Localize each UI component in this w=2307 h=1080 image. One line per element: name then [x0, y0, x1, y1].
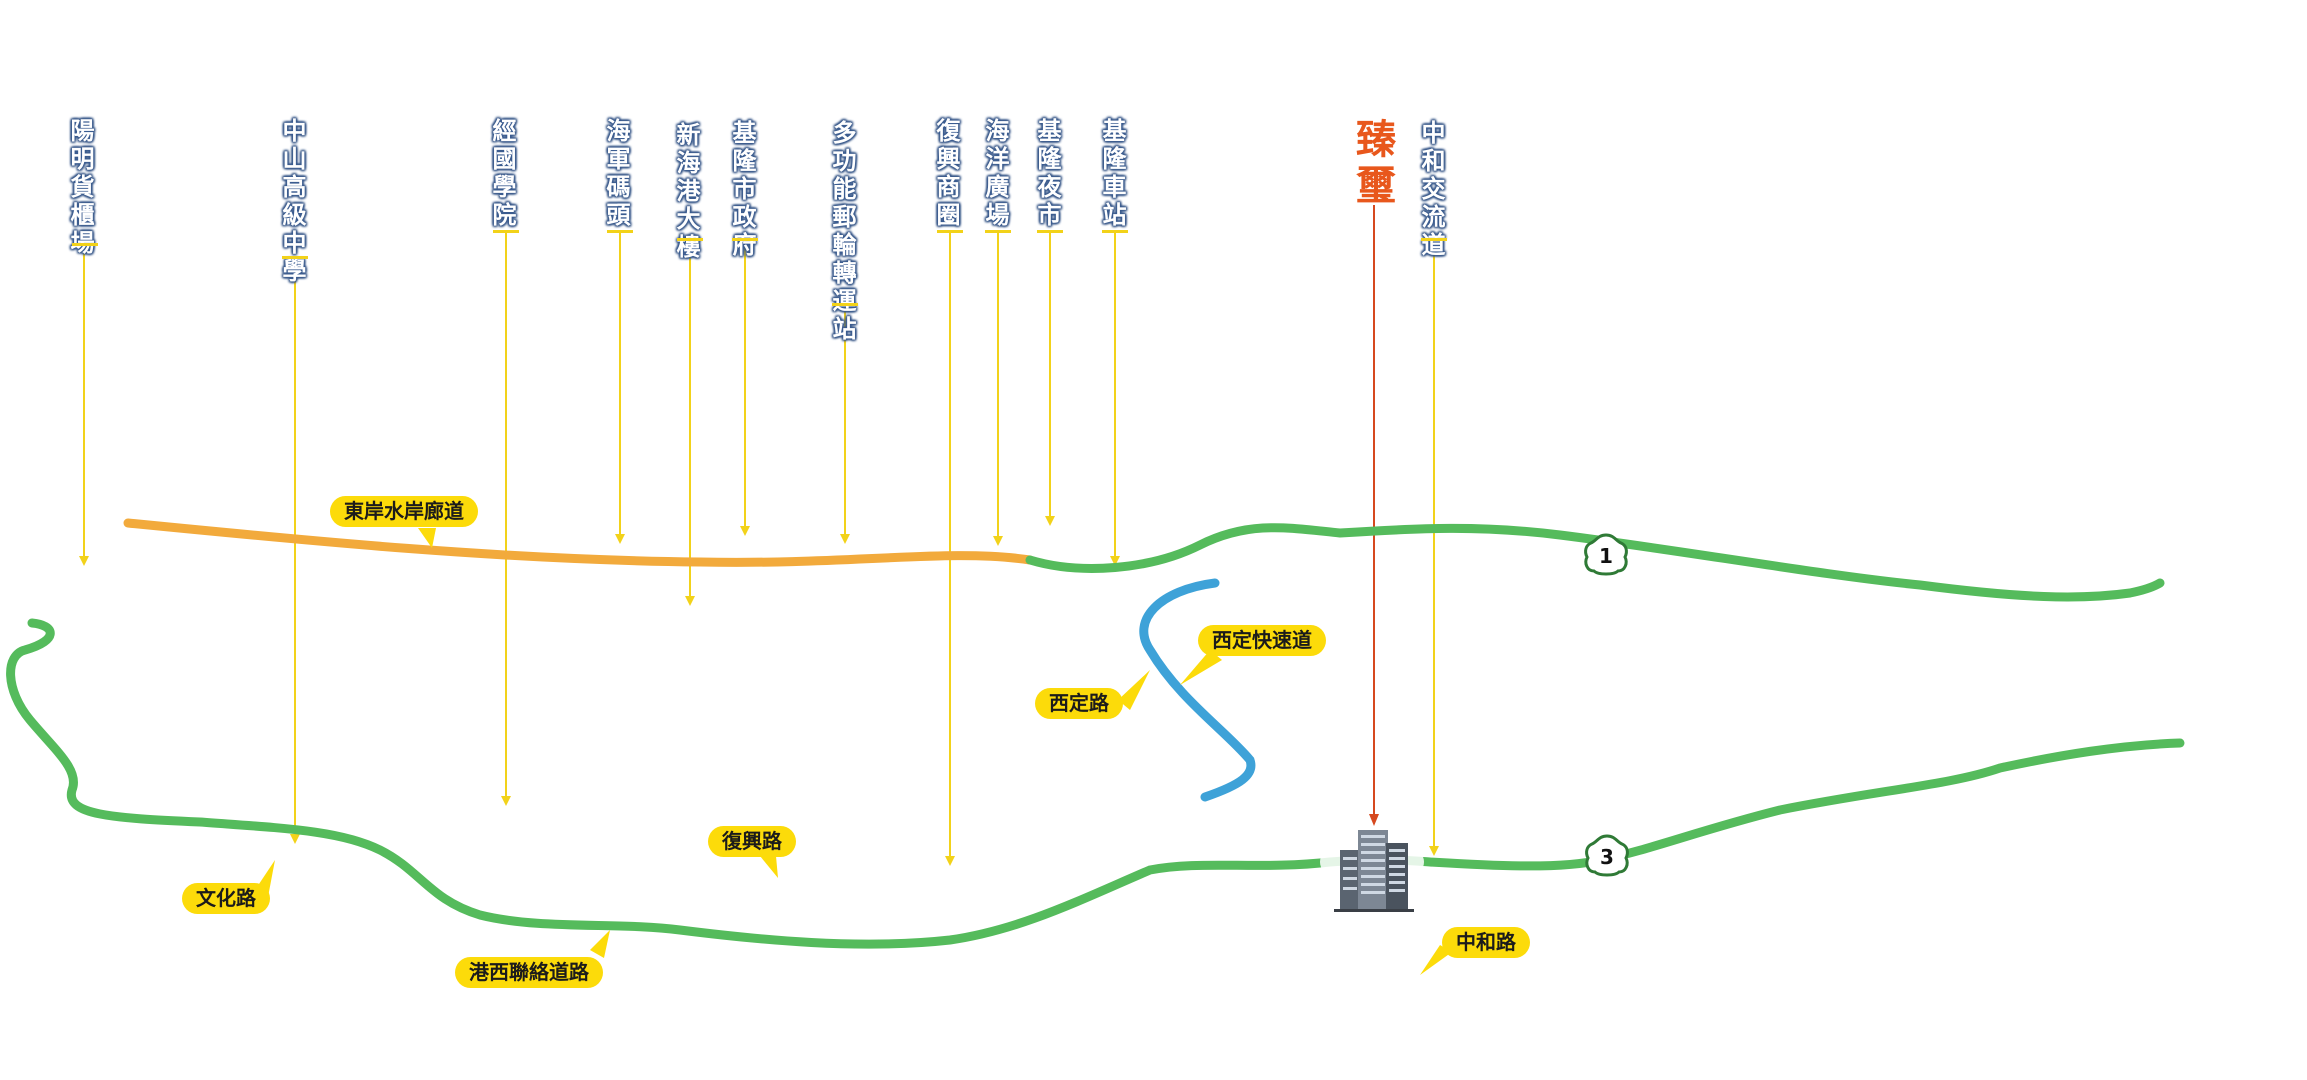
landmark-label-new-port-building: 新海港大樓 [672, 122, 700, 262]
road-label-xiding-road: 西定路 [1035, 688, 1123, 719]
label-tick [677, 238, 703, 241]
road-label-gangxi-link-road: 港西聯絡道路 [455, 957, 603, 988]
landmark-label-yangming-container-yard: 陽明貨櫃場 [66, 118, 94, 258]
label-tick [607, 230, 633, 233]
building-icon [1334, 830, 1414, 912]
landmark-label-jingguo-college: 經國學院 [488, 118, 516, 230]
road-label-zhonghe-road: 中和路 [1442, 927, 1530, 958]
road-east-coast-corridor [123, 518, 1035, 567]
road-label-xiding-expressway: 西定快速道 [1198, 625, 1326, 656]
highway-shield-icon: 1 [1584, 533, 1628, 576]
road-highway-1 [1025, 523, 2165, 602]
road-xiding-expressway [1139, 578, 1256, 802]
highway-shield-icon: 3 [1585, 834, 1629, 877]
landmark-label-zhongshan-high-school: 中山高級中學 [278, 118, 306, 286]
highway-1-number: 1 [1599, 544, 1613, 568]
label-tick [985, 230, 1011, 233]
landmark-label-fuxing-shopping-district: 復興商圈 [932, 118, 960, 230]
landmark-label-keelung-night-market: 基隆夜市 [1033, 118, 1061, 230]
label-tick [72, 243, 98, 246]
road-gangxi-link [6, 618, 2185, 949]
leader-lines [83, 232, 1435, 860]
label-tick [937, 230, 963, 233]
road-label-wenhua-road: 文化路 [182, 883, 270, 914]
road-label-east-coast-corridor: 東岸水岸廊道 [330, 496, 478, 527]
landmark-label-keelung-station: 基隆車站 [1098, 118, 1126, 230]
label-tick [1037, 230, 1063, 233]
label-tick [493, 230, 519, 233]
landmark-label-cruise-terminal: 多功能郵輪轉運站 [828, 120, 856, 344]
landmark-label-keelung-city-hall: 基隆市政府 [728, 120, 756, 260]
label-tick [1102, 230, 1128, 233]
label-tick [282, 256, 308, 259]
landmark-label-navy-pier: 海軍碼頭 [602, 118, 630, 230]
label-tick [1421, 238, 1447, 241]
highway-3-number: 3 [1600, 845, 1614, 869]
road-label-fuxing-road: 復興路 [708, 826, 796, 857]
project-label: 臻璽 [1349, 118, 1395, 210]
road-label-pointers [255, 528, 1452, 975]
label-tick [832, 303, 858, 306]
landmark-label-zhonghe-interchange: 中和交流道 [1417, 120, 1445, 260]
project-leader [1369, 205, 1379, 826]
leader-arrowheads [79, 516, 1439, 866]
landmark-label-ocean-plaza: 海洋廣場 [981, 118, 1009, 230]
label-tick [732, 238, 758, 241]
